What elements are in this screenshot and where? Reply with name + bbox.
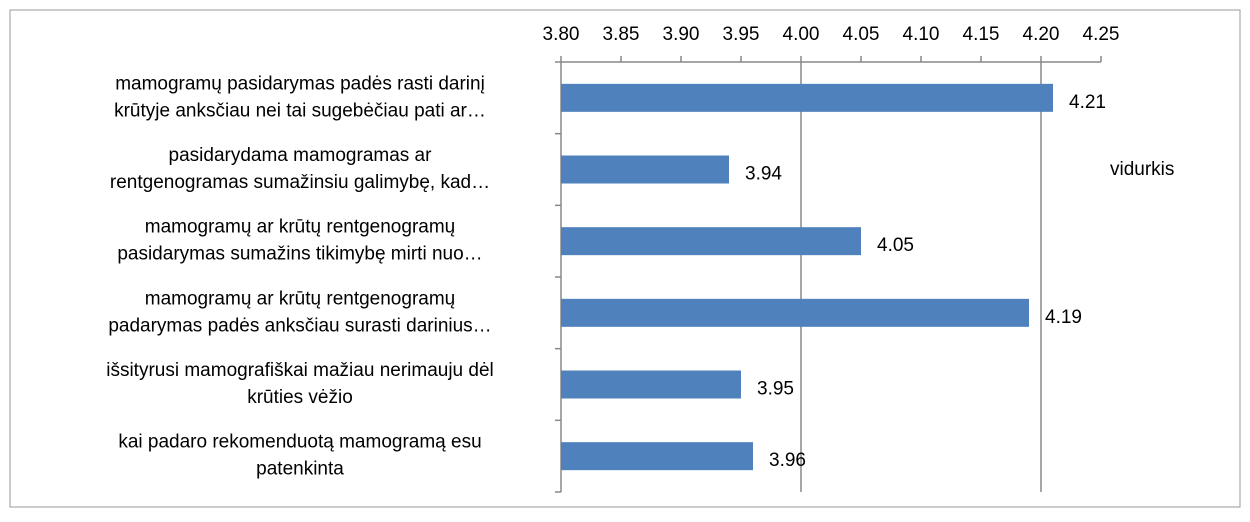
bar: [561, 227, 861, 256]
bar: [561, 83, 1053, 112]
y-tick-label: krūties vėžio: [247, 387, 353, 408]
x-tick-label: 4.00: [783, 24, 820, 45]
y-tick-label: mamogramų ar krūtų rentgenogramų: [145, 288, 455, 309]
y-tick-label: mamogramų pasidarymas padės rasti darinį: [115, 73, 485, 94]
y-tick-label: patenkinta: [256, 459, 344, 480]
value-label: 3.94: [745, 164, 782, 185]
value-label: 3.95: [757, 379, 794, 400]
y-tick-label: kai padaro rekomenduotą mamogramą esu: [118, 432, 481, 453]
bar: [561, 298, 1029, 327]
y-tick-label: pasidarydama mamogramas ar: [169, 145, 433, 166]
y-tick-label: padarymas padės anksčiau surasti dariniu…: [108, 315, 491, 336]
x-tick-label: 4.20: [1023, 24, 1060, 45]
x-tick-label: 4.15: [963, 24, 1000, 45]
bar: [561, 370, 741, 399]
legend-label: vidurkis: [1110, 159, 1174, 180]
y-tick-label: krūtyje anksčiau nei tai sugebėčiau pati…: [114, 100, 486, 121]
x-tick-label: 4.05: [843, 24, 880, 45]
bar: [561, 442, 753, 471]
value-label: 4.21: [1069, 92, 1106, 113]
x-tick-label: 3.95: [723, 24, 760, 45]
y-tick-label: mamogramų ar krūtų rentgenogramų: [145, 217, 455, 238]
bar: [561, 155, 729, 184]
value-label: 4.05: [877, 235, 914, 256]
x-tick-label: 4.25: [1083, 24, 1120, 45]
value-label: 3.96: [769, 450, 806, 471]
x-tick-label: 4.10: [903, 24, 940, 45]
x-tick-label: 3.80: [543, 24, 580, 45]
y-tick-label: pasidarymas sumažins tikimybę mirti nuo…: [117, 244, 482, 265]
value-label: 4.19: [1045, 307, 1082, 328]
x-tick-label: 3.85: [603, 24, 640, 45]
x-tick-label: 3.90: [663, 24, 700, 45]
y-tick-label: rentgenogramas sumažinsiu galimybę, kad…: [110, 172, 490, 193]
y-tick-label: išsityrusi mamografiškai mažiau nerimauj…: [106, 360, 494, 381]
